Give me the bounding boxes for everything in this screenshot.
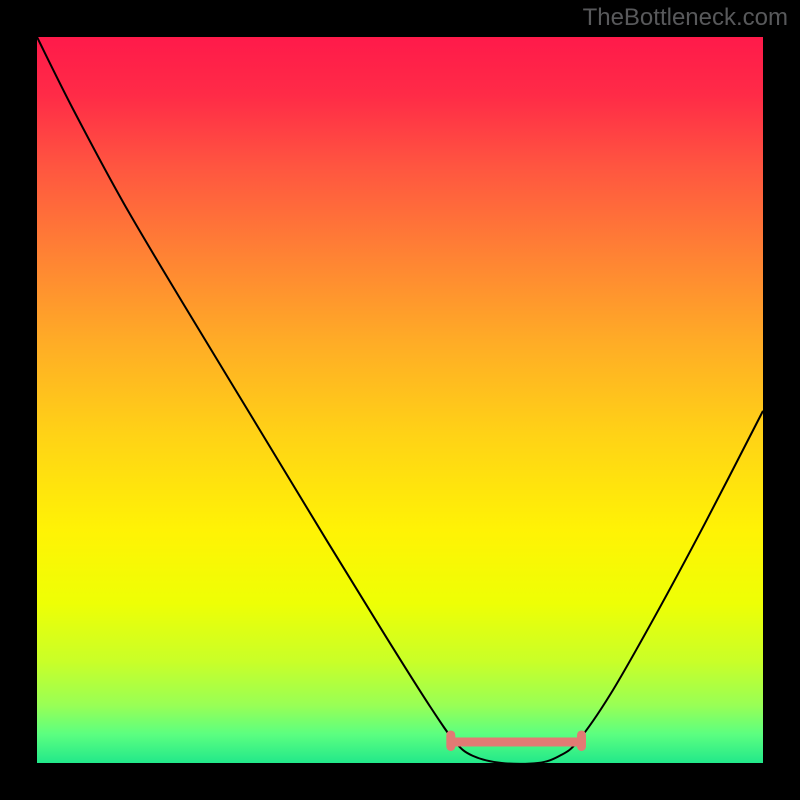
plot-background bbox=[37, 37, 763, 763]
bottleneck-chart bbox=[0, 0, 800, 800]
chart-container: TheBottleneck.com bbox=[0, 0, 800, 800]
watermark-text: TheBottleneck.com bbox=[583, 4, 788, 32]
